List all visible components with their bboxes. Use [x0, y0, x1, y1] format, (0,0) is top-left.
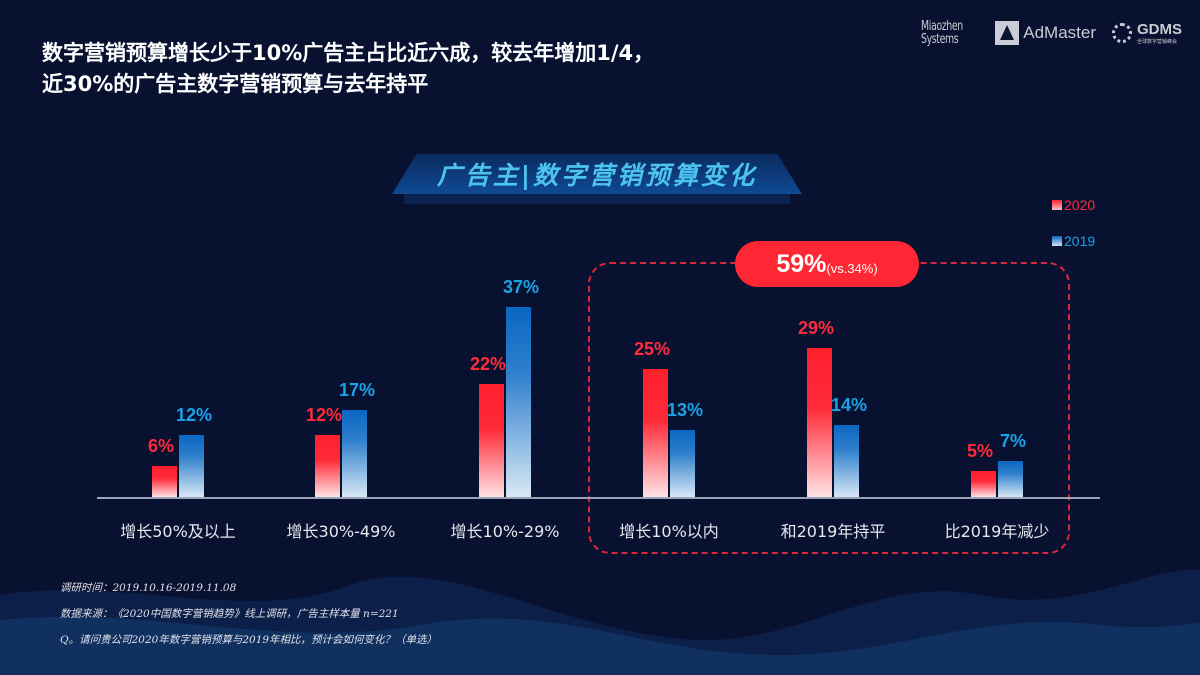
headline: 数字营销预算增长少于10%广告主占比近六成，较去年增加1/4， 近30%的广告主… [42, 38, 822, 100]
value-label-2020-2: 22% [469, 354, 507, 374]
bar-2019-2 [506, 307, 531, 497]
gdms-logo: GDMS 全球数字营销峰会 [1112, 21, 1182, 46]
value-label-2020-4: 29% [797, 318, 835, 338]
value-label-2019-1: 17% [338, 380, 376, 400]
gdms-mark-icon [1112, 23, 1132, 43]
bar-2019-3 [670, 430, 695, 497]
legend-label-2020: 2020 [1064, 197, 1096, 213]
value-label-2019-5: 7% [999, 431, 1026, 451]
value-label-2019-4: 14% [830, 395, 868, 415]
x-axis-line [97, 497, 1100, 499]
value-label-2020-0: 6% [147, 436, 174, 456]
value-label-2020-3: 25% [633, 339, 671, 359]
category-label-2: 增长10%-29% [450, 522, 560, 541]
miaozhen-logo: Miaozhen Systems [921, 19, 964, 47]
value-label-2019-3: 13% [666, 400, 704, 420]
bar-2019-4 [834, 425, 859, 497]
legend-label-2019: 2019 [1064, 233, 1096, 249]
bar-2019-1 [342, 410, 367, 497]
legend: 2020 2019 [1052, 196, 1095, 250]
legend-item-2020: 2020 [1052, 196, 1095, 214]
bar-2019-5 [998, 461, 1023, 497]
footnotes: 调研时间：2019.10.16-2019.11.08 数据来源：《2020中国数… [60, 580, 437, 658]
category-label-4: 和2019年持平 [780, 522, 886, 541]
chart-title-banner: 广告主|数字营销预算变化 [392, 146, 802, 208]
category-label-0: 增长50%及以上 [120, 522, 236, 541]
admaster-logo: AdMaster [995, 21, 1096, 45]
bar-2020-4 [807, 348, 832, 497]
value-label-2019-2: 37% [502, 277, 540, 297]
survey-time-note: 调研时间：2019.10.16-2019.11.08 [60, 582, 237, 594]
legend-swatch-2020 [1052, 200, 1062, 210]
category-label-1: 增长30%-49% [286, 522, 396, 541]
value-label-2019-0: 12% [175, 405, 213, 425]
bar-2020-3 [643, 369, 668, 497]
bar-2020-5 [971, 471, 996, 497]
question-note: Q。请问贵公司2020年数字营销预算与2019年相比，预计会如何变化？（单选） [60, 634, 438, 646]
admaster-mark-icon [995, 21, 1020, 45]
bar-2020-0 [152, 466, 177, 497]
value-label-2020-1: 12% [305, 405, 343, 425]
legend-swatch-2019 [1052, 236, 1062, 246]
legend-item-2019: 2019 [1052, 232, 1095, 250]
category-label-5: 比2019年减少 [944, 522, 1050, 541]
background-waves [0, 569, 1200, 675]
highlight-comparison: (vs.34%) [826, 260, 878, 276]
headline-line-1: 数字营销预算增长少于10%广告主占比近六成，较去年增加1/4， [42, 41, 655, 65]
headline-line-2: 近30%的广告主数字营销预算与去年持平 [42, 72, 429, 96]
data-source-note: 数据来源：《2020中国数字营销趋势》线上调研，广告主样本量 n=221 [60, 608, 399, 620]
highlight-badge: 59% (vs.34%) [735, 241, 919, 287]
bar-2020-2 [479, 384, 504, 497]
bar-2020-1 [315, 435, 340, 497]
highlight-value: 59% [776, 249, 827, 278]
value-label-2020-5: 5% [966, 441, 993, 461]
chart-title: 广告主|数字营销预算变化 [436, 161, 758, 190]
bar-2019-0 [179, 435, 204, 497]
partner-logos: Miaozhen Systems AdMaster GDMS 全球数字营销峰会 [921, 20, 1182, 46]
category-label-3: 增长10%以内 [619, 522, 719, 541]
